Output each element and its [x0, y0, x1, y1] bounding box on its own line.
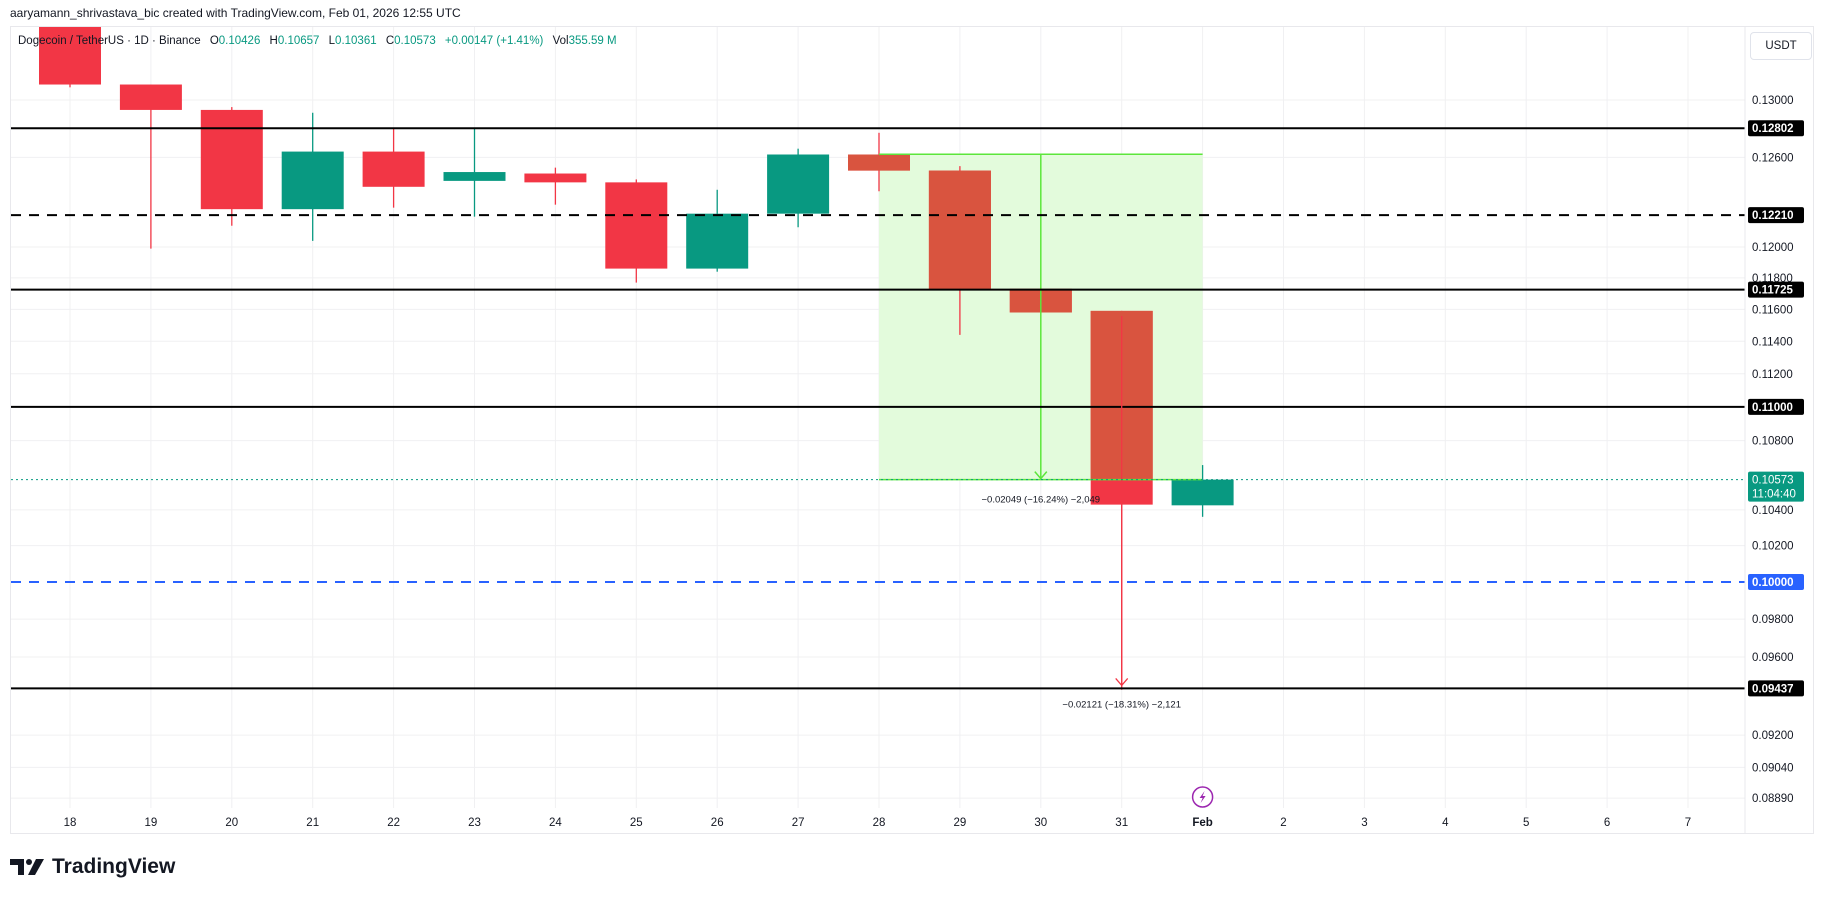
candle-body: [1171, 479, 1234, 506]
lightning-glyph-icon: [1199, 791, 1206, 803]
candle-body-in-range: [848, 154, 910, 171]
brand-name: TradingView: [52, 855, 176, 878]
x-axis-label: 27: [792, 817, 805, 829]
price-level-badge: [1748, 207, 1804, 224]
down-measure-label: −0.02121 (−18.31%) −2,121: [1062, 699, 1181, 710]
volume-label: Vol: [552, 35, 569, 47]
candle-body: [119, 84, 182, 110]
y-axis-label: 0.11600: [1752, 304, 1793, 316]
symbol-title[interactable]: Dogecoin / TetherUS · 1D · Binance: [18, 35, 201, 47]
open-value: 0.10426: [218, 35, 261, 47]
chart-credit: aaryamann_shrivastava_bic created with T…: [10, 6, 461, 20]
volume-value: 355.59 M: [568, 35, 617, 47]
price-level-badge: [1748, 281, 1804, 298]
x-axis-label: 7: [1685, 817, 1691, 829]
candle-body: [362, 151, 425, 187]
y-axis-label: 0.09200: [1752, 730, 1794, 742]
x-axis-label: 28: [873, 817, 886, 829]
x-axis-label: 6: [1604, 817, 1610, 829]
y-axis-label: 0.12600: [1752, 152, 1794, 164]
price-level-badge-text: 0.12210: [1752, 210, 1794, 222]
x-axis-label: 25: [630, 817, 643, 829]
candle-body: [605, 182, 668, 269]
chart-area[interactable]: [10, 26, 1814, 834]
price-level-badge-text: 0.10000: [1752, 577, 1794, 589]
candle-body: [686, 213, 749, 269]
candle-body-in-range: [928, 170, 991, 289]
countdown-text: 11:04:40: [1752, 489, 1796, 501]
x-axis-label: Feb: [1192, 817, 1212, 829]
y-axis-label: 0.10800: [1752, 436, 1794, 448]
x-axis-label: 20: [225, 817, 238, 829]
current-price-badge: [1748, 471, 1804, 502]
price-level-badge: [1748, 573, 1804, 590]
candle-body: [39, 27, 101, 85]
y-axis-label: 0.13000: [1752, 95, 1794, 107]
range-measure-label: −0.02049 (−16.24%) −2,049: [982, 495, 1101, 506]
x-axis-label: 3: [1361, 817, 1367, 829]
x-axis-label: 30: [1034, 817, 1047, 829]
tradingview-logo: TradingView: [10, 855, 175, 879]
high-value: 0.10657: [277, 35, 320, 47]
x-axis-label: 5: [1523, 817, 1529, 829]
price-level-badge-text: 0.11725: [1752, 285, 1794, 297]
y-axis-label: 0.10200: [1752, 541, 1794, 553]
plot-area: −0.02049 (−16.24%) −2,049 −0.02121 (−18.3…: [11, 27, 1745, 808]
symbol-legend: Dogecoin / TetherUS · 1D · Binance O0.10…: [18, 35, 617, 47]
change-value: +0.00147 (+1.41%): [444, 35, 544, 47]
range-arrow-icon: [1034, 471, 1048, 480]
candle-body: [524, 173, 587, 183]
y-axis-label: 0.08890: [1752, 793, 1794, 805]
tradingview-logo-icon: [10, 859, 44, 875]
x-axis-label: 29: [954, 817, 967, 829]
candle-body: [767, 154, 830, 214]
y-axis-label: 0.09600: [1752, 652, 1794, 664]
high-label: H: [269, 35, 278, 47]
price-level-badge-text: 0.12802: [1752, 123, 1794, 135]
x-axis-label: 2: [1280, 817, 1286, 829]
y-axis-label: 0.11400: [1752, 336, 1793, 348]
x-axis-label: 24: [549, 817, 562, 829]
x-axis-label: 19: [145, 817, 158, 829]
candle-body: [200, 109, 263, 210]
x-axis-label: 26: [711, 817, 724, 829]
x-axis-label: 21: [306, 817, 319, 829]
price-level-badge-text: 0.09437: [1752, 683, 1794, 695]
close-label: C: [385, 35, 395, 47]
x-axis-label: 22: [387, 817, 400, 829]
open-label: O: [209, 35, 219, 47]
y-axis-label: 0.12000: [1752, 242, 1794, 254]
x-axis-label: 31: [1115, 817, 1128, 829]
low-value: 0.10361: [335, 35, 377, 47]
close-value: 0.10573: [394, 35, 436, 47]
y-axis-label: 0.09040: [1752, 762, 1794, 774]
candle-body: [281, 151, 344, 210]
x-axis-label: 4: [1442, 817, 1449, 829]
x-axis-label: 18: [64, 817, 77, 829]
candle-body: [443, 172, 506, 181]
down-arrow-icon: [1115, 677, 1129, 687]
price-level-badge-text: 0.11000: [1752, 402, 1793, 414]
x-axis-label: 23: [468, 817, 481, 829]
price-level-badge: [1748, 680, 1804, 697]
current-price-text: 0.10573: [1752, 475, 1794, 487]
price-level-badge: [1748, 398, 1804, 415]
y-axis-label: 0.09800: [1752, 614, 1794, 626]
price-level-badge: [1748, 120, 1804, 137]
y-axis-label: 0.10400: [1752, 505, 1794, 517]
currency-button[interactable]: USDT: [1750, 32, 1812, 60]
low-label: L: [328, 35, 336, 47]
y-axis-label: 0.11200: [1752, 369, 1793, 381]
